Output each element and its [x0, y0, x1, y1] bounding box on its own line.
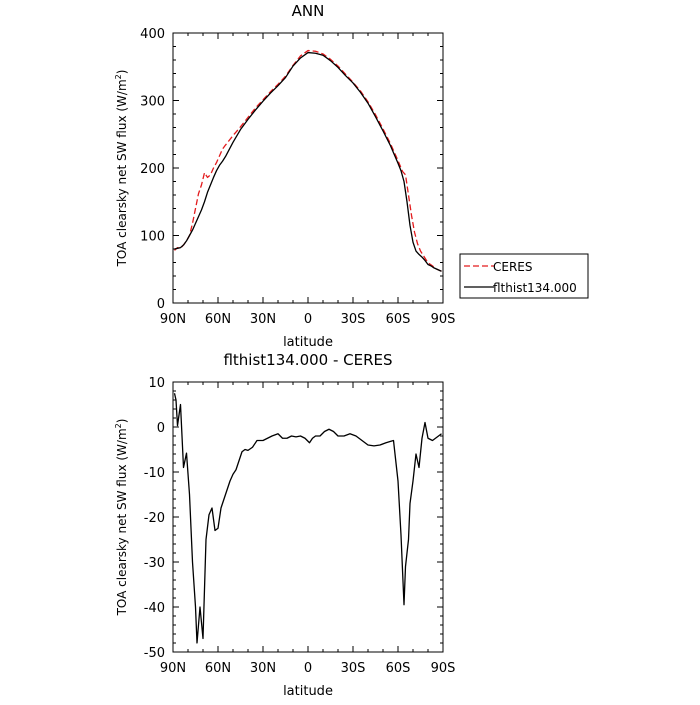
- bottom-ytick-label: 10: [148, 376, 165, 391]
- bottom-ytick-label: -10: [144, 466, 165, 481]
- bottom-ytick-label: -30: [144, 556, 165, 571]
- bottom-ytick-label: -40: [144, 601, 165, 616]
- top-y-axis-label: TOA clearsky net SW flux (W/m2): [114, 70, 129, 268]
- top-xtick-label: 30S: [341, 312, 366, 327]
- top-xtick-label: 60N: [205, 312, 231, 327]
- top-xtick-label: 0: [304, 312, 312, 327]
- bottom-xtick-label: 30N: [250, 661, 276, 676]
- top-ytick-label: 200: [140, 162, 165, 177]
- top-series-line-ceres: [174, 49, 442, 272]
- bottom-ytick-label: -20: [144, 511, 165, 526]
- bottom-chart-title: flthist134.000 - CERES: [223, 351, 392, 369]
- top-ytick-label: 300: [140, 95, 165, 110]
- top-xtick-label: 60S: [386, 312, 411, 327]
- legend-label-flthist134-000: flthist134.000: [493, 281, 577, 295]
- top-xtick-label: 90N: [160, 312, 186, 327]
- bottom-xtick-label: 60N: [205, 661, 231, 676]
- legend-box: [459, 253, 589, 299]
- top-ytick-label: 0: [157, 297, 165, 312]
- top-series-line-flthist134-000: [174, 51, 442, 272]
- top-x-axis-label: latitude: [283, 335, 333, 350]
- bottom-xtick-label: 60S: [386, 661, 411, 676]
- bottom-xtick-label: 90S: [431, 661, 456, 676]
- bottom-xtick-label: 0: [304, 661, 312, 676]
- bottom-xtick-label: 30S: [341, 661, 366, 676]
- legend-label-ceres: CERES: [493, 260, 533, 274]
- bottom-ytick-label: -50: [144, 646, 165, 661]
- top-ytick-label: 400: [140, 27, 165, 42]
- bottom-ytick-label: 0: [157, 421, 165, 436]
- top-xtick-label: 30N: [250, 312, 276, 327]
- bottom-series-line-difference: [173, 393, 442, 644]
- bottom-x-axis-label: latitude: [283, 684, 333, 699]
- top-chart-title: ANN: [292, 2, 325, 20]
- top-xtick-label: 90S: [431, 312, 456, 327]
- bottom-y-axis-label: TOA clearsky net SW flux (W/m2): [114, 419, 129, 617]
- bottom-xtick-label: 90N: [160, 661, 186, 676]
- top-ytick-label: 100: [140, 230, 165, 245]
